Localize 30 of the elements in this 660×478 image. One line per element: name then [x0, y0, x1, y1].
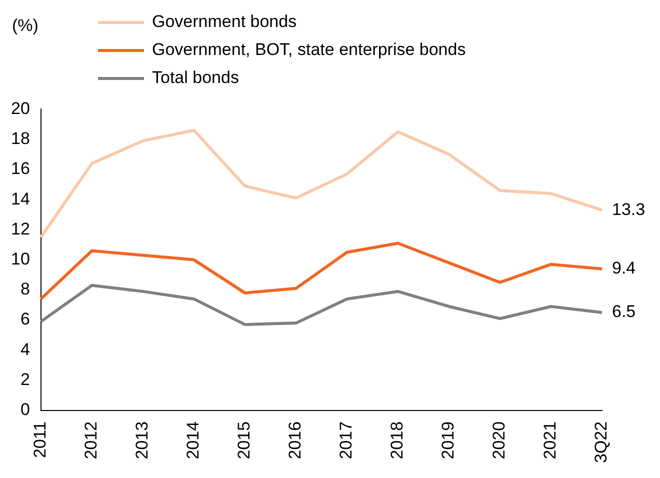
- x-tick-label: 2018: [388, 421, 407, 460]
- x-tick-label: 2011: [30, 421, 50, 458]
- y-tick-label: 4: [20, 340, 30, 359]
- x-tick-label: 2020: [490, 421, 509, 460]
- data-label: 6.5: [612, 302, 636, 322]
- y-tick-label: 8: [20, 280, 30, 299]
- data-label: 13.3: [612, 200, 646, 219]
- y-tick-label: 14: [10, 189, 30, 208]
- y-tick-label: 12: [10, 219, 30, 238]
- legend-label: Government bonds: [152, 11, 297, 33]
- y-tick-label: 6: [20, 310, 30, 329]
- x-tick-label: 2021: [540, 421, 560, 460]
- x-tick-label: 2019: [438, 421, 458, 460]
- x-tick-label: 2014: [184, 421, 203, 460]
- x-tick-label: 3Q22: [592, 421, 611, 464]
- x-tick-label: 2017: [336, 421, 356, 460]
- y-tick-label: 10: [10, 249, 30, 268]
- y-tick-label: 18: [10, 129, 30, 148]
- y-tick-label: 2: [20, 370, 30, 389]
- y-tick-label: 20: [10, 98, 30, 118]
- x-tick-label: 2012: [82, 421, 101, 460]
- data-label: 9.4: [612, 258, 636, 278]
- y-tick-label: 16: [10, 159, 30, 178]
- legend-label: Total bonds: [152, 67, 239, 89]
- x-tick-label: 2015: [234, 421, 254, 460]
- y-axis-title: (%): [12, 16, 38, 36]
- y-tick-label: 0: [20, 400, 30, 420]
- x-tick-label: 2013: [132, 421, 152, 460]
- legend-label: Government, BOT, state enterprise bonds: [152, 39, 466, 61]
- x-tick-label: 2016: [286, 421, 305, 460]
